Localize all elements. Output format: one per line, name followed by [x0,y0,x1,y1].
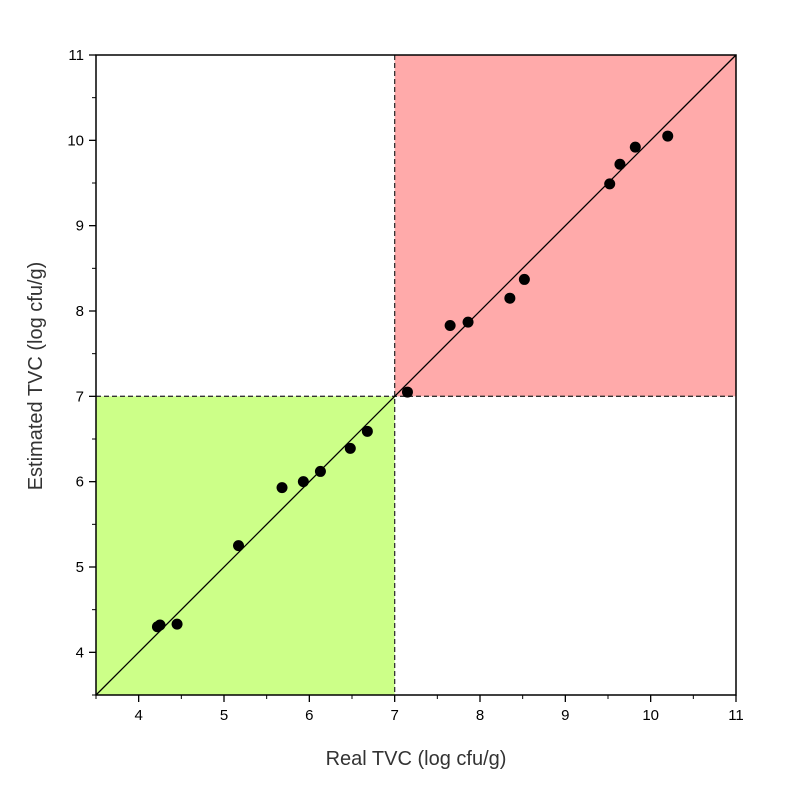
y-tick-label: 11 [68,47,84,64]
y-axis-title: Estimated TVC (log cfu/g) [25,262,47,491]
data-point [276,482,288,494]
data-point [504,292,516,304]
data-point [462,316,474,328]
x-tick-label: 9 [561,707,569,724]
threshold-guides [96,55,736,695]
data-point [604,178,616,190]
data-point [344,442,356,454]
data-points [151,130,674,633]
data-point [154,619,166,631]
plot-frame [95,54,737,696]
data-point [401,386,413,398]
x-tick-label: 7 [390,707,398,724]
x-axis: 4 5 6 7 8 9 10 11 [95,695,744,724]
x-tick-label: 10 [642,707,659,724]
data-point [518,273,530,285]
y-tick-label: 10 [67,132,84,149]
data-point [614,158,626,170]
data-point [444,320,456,332]
data-point [171,618,183,630]
y-tick-label: 9 [76,218,84,235]
data-point [297,476,309,488]
y-axis: 4 5 6 7 8 9 10 11 [67,47,96,696]
y-tick-label: 7 [76,388,84,405]
data-point [314,465,326,477]
data-point [233,540,245,552]
x-tick-label: 6 [305,707,313,724]
data-point [629,141,641,153]
data-point [361,425,373,437]
x-tick-label: 4 [134,707,142,724]
x-tick-label: 8 [476,707,484,724]
identity-line [95,54,737,696]
x-tick-label: 5 [220,707,228,724]
y-tick-label: 5 [76,559,84,576]
y-tick-label: 8 [76,303,84,320]
x-axis-title: Real TVC (log cfu/g) [326,748,507,770]
data-point [662,130,674,142]
x-tick-label: 11 [728,707,744,724]
y-tick-label: 6 [76,474,84,491]
y-tick-label: 4 [76,644,84,661]
